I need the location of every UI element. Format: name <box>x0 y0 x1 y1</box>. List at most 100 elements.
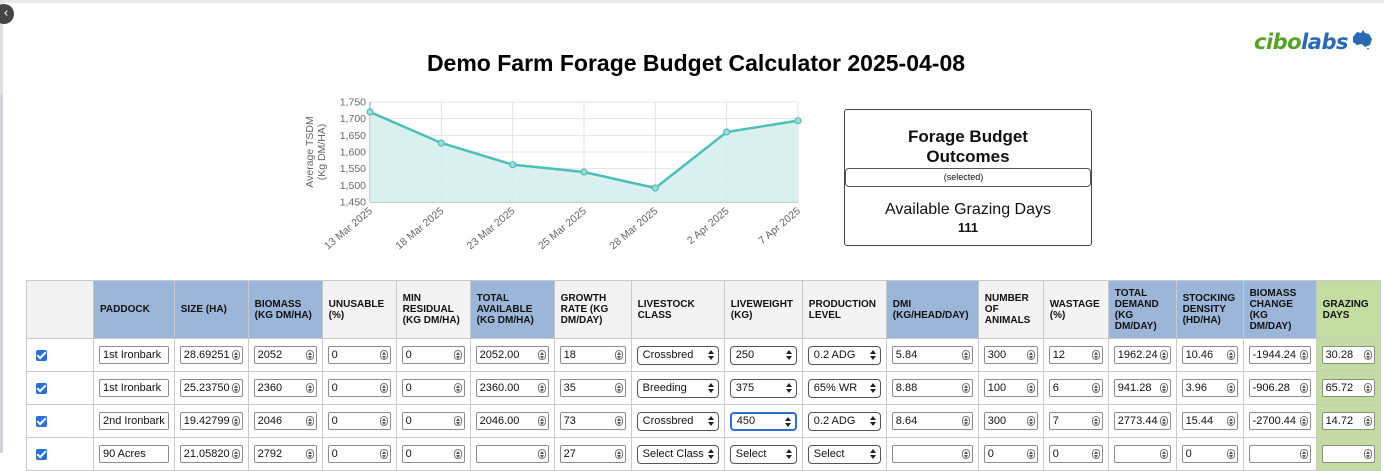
spinner-icon[interactable] <box>231 416 240 426</box>
spinner-icon[interactable] <box>453 449 462 459</box>
spinner-icon[interactable] <box>305 449 314 459</box>
stocking-density-input[interactable]: 15.44 <box>1181 412 1238 430</box>
spinner-icon[interactable] <box>379 383 388 393</box>
min-residual-input[interactable]: 0 <box>401 445 465 463</box>
spinner-icon[interactable] <box>537 449 546 459</box>
dmi-input[interactable]: 8.88 <box>891 379 973 397</box>
spinner-icon[interactable] <box>1091 383 1100 393</box>
dmi-input[interactable] <box>891 445 973 463</box>
total-demand-input[interactable]: 941.28 <box>1113 379 1171 397</box>
growth-rate-input[interactable]: 73 <box>559 412 626 430</box>
size-input[interactable]: 28.69251 <box>179 346 243 364</box>
dmi-input[interactable]: 5.84 <box>891 346 973 364</box>
spinner-icon[interactable] <box>537 383 546 393</box>
size-input[interactable]: 19.42799 <box>179 412 243 430</box>
spinner-icon[interactable] <box>1226 416 1235 426</box>
total-available-input[interactable]: 2360.00 <box>475 379 549 397</box>
livestock-class-select[interactable]: Select Class <box>636 444 719 464</box>
grazing-days-input[interactable]: 65.72 <box>1321 379 1375 397</box>
spinner-icon[interactable] <box>961 449 970 459</box>
spinner-icon[interactable] <box>305 416 314 426</box>
size-input[interactable]: 25.23750 <box>179 379 243 397</box>
stocking-density-input[interactable]: 10.46 <box>1181 346 1238 364</box>
unusable-input[interactable]: 0 <box>327 445 391 463</box>
spinner-icon[interactable] <box>1159 416 1168 426</box>
biomass-change-input[interactable]: -906.28 <box>1248 379 1311 397</box>
spinner-icon[interactable] <box>614 350 623 360</box>
biomass-change-input[interactable]: -2700.44 <box>1248 412 1311 430</box>
animals-input[interactable]: 0 <box>983 445 1038 463</box>
production-level-select[interactable]: 0.2 ADG <box>807 411 881 431</box>
row-checkbox[interactable] <box>36 349 47 361</box>
spinner-icon[interactable] <box>1363 449 1372 459</box>
animals-input[interactable]: 100 <box>983 379 1038 397</box>
row-checkbox[interactable] <box>36 448 47 460</box>
grazing-days-input[interactable]: 14.72 <box>1321 412 1375 430</box>
size-input[interactable]: 21.05820 <box>179 445 243 463</box>
min-residual-input[interactable]: 0 <box>401 412 465 430</box>
liveweight-select[interactable]: 250 <box>729 345 797 365</box>
spinner-icon[interactable] <box>614 416 623 426</box>
spinner-icon[interactable] <box>1299 449 1308 459</box>
production-level-select[interactable]: 0.2 ADG <box>807 345 881 365</box>
row-checkbox[interactable] <box>36 415 47 427</box>
spinner-icon[interactable] <box>1226 383 1235 393</box>
paddock-input[interactable]: 2nd Ironbark <box>99 412 169 430</box>
biomass-input[interactable]: 2360 <box>253 379 317 397</box>
growth-rate-input[interactable]: 35 <box>559 379 626 397</box>
spinner-icon[interactable] <box>1026 383 1035 393</box>
spinner-icon[interactable] <box>1026 449 1035 459</box>
unusable-input[interactable]: 0 <box>327 412 391 430</box>
biomass-change-input[interactable] <box>1248 445 1311 463</box>
spinner-icon[interactable] <box>379 350 388 360</box>
spinner-icon[interactable] <box>1159 350 1168 360</box>
total-demand-input[interactable] <box>1113 445 1171 463</box>
wastage-input[interactable]: 7 <box>1048 412 1103 430</box>
spinner-icon[interactable] <box>1026 350 1035 360</box>
total-available-input[interactable]: 2046.00 <box>475 412 549 430</box>
growth-rate-input[interactable]: 18 <box>559 346 626 364</box>
animals-input[interactable]: 300 <box>983 412 1038 430</box>
spinner-icon[interactable] <box>1091 350 1100 360</box>
spinner-icon[interactable] <box>961 383 970 393</box>
spinner-icon[interactable] <box>1363 416 1372 426</box>
spinner-icon[interactable] <box>231 383 240 393</box>
spinner-icon[interactable] <box>231 449 240 459</box>
livestock-class-select[interactable]: Breeding <box>636 378 719 398</box>
stocking-density-input[interactable]: 0 <box>1181 445 1238 463</box>
wastage-input[interactable]: 12 <box>1048 346 1103 364</box>
spinner-icon[interactable] <box>1159 383 1168 393</box>
spinner-icon[interactable] <box>379 449 388 459</box>
unusable-input[interactable]: 0 <box>327 346 391 364</box>
spinner-icon[interactable] <box>1026 416 1035 426</box>
spinner-icon[interactable] <box>305 350 314 360</box>
spinner-icon[interactable] <box>1226 449 1235 459</box>
paddock-input[interactable]: 1st Ironbark <box>99 346 169 364</box>
spinner-icon[interactable] <box>961 350 970 360</box>
spinner-icon[interactable] <box>1159 449 1168 459</box>
unusable-input[interactable]: 0 <box>327 379 391 397</box>
spinner-icon[interactable] <box>1363 383 1372 393</box>
row-checkbox[interactable] <box>36 382 47 394</box>
spinner-icon[interactable] <box>1299 350 1308 360</box>
grazing-days-input[interactable] <box>1321 445 1375 463</box>
wastage-input[interactable]: 6 <box>1048 379 1103 397</box>
wastage-input[interactable]: 0 <box>1048 445 1103 463</box>
spinner-icon[interactable] <box>1091 449 1100 459</box>
grazing-days-input[interactable]: 30.28 <box>1321 346 1375 364</box>
spinner-icon[interactable] <box>1091 416 1100 426</box>
production-level-select[interactable]: Select <box>807 444 881 464</box>
spinner-icon[interactable] <box>1226 350 1235 360</box>
liveweight-select[interactable]: 450 <box>729 411 797 431</box>
total-demand-input[interactable]: 2773.44 <box>1113 412 1171 430</box>
stocking-density-input[interactable]: 3.96 <box>1181 379 1238 397</box>
total-available-input[interactable]: 2052.00 <box>475 346 549 364</box>
min-residual-input[interactable]: 0 <box>401 346 465 364</box>
liveweight-select[interactable]: Select <box>729 444 797 464</box>
spinner-icon[interactable] <box>305 383 314 393</box>
biomass-input[interactable]: 2052 <box>253 346 317 364</box>
spinner-icon[interactable] <box>453 350 462 360</box>
animals-input[interactable]: 300 <box>983 346 1038 364</box>
spinner-icon[interactable] <box>1299 416 1308 426</box>
close-icon[interactable]: ‹ <box>0 4 14 24</box>
